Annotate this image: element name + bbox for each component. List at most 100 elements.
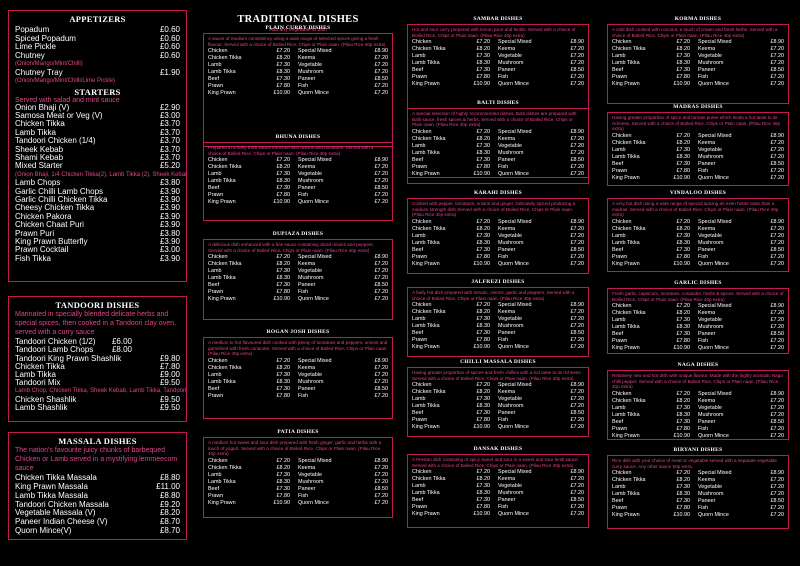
- item-name: Special Mixed: [697, 391, 732, 398]
- item-name: King Prawn: [412, 171, 440, 178]
- item-name: Lamb Tikka: [208, 275, 236, 282]
- curry-description: Hot and sour curry prepared with lemon j…: [412, 27, 576, 38]
- item-price: £7.30: [476, 233, 490, 240]
- item-price: £7.30: [476, 330, 490, 337]
- item-price: £7.20: [770, 491, 784, 498]
- item-price: £8.90: [374, 48, 388, 55]
- item-name: Beef: [208, 76, 220, 83]
- item-name: Chicken Tikka: [412, 476, 446, 483]
- curry-title: Vindaloo Dishes: [669, 190, 727, 196]
- item-name: Special Mixed: [497, 382, 532, 389]
- menu-item: Samosa Meat or Veg (V) £3.00: [15, 111, 180, 120]
- curry-price-grid: Chicken £7.20 Special Mixed £8.90 Chicken Ti…: [208, 254, 388, 303]
- item-name: Chicken Tikka: [412, 136, 446, 143]
- item-price: £7.20: [770, 433, 784, 440]
- item-name: Quorn Mince: [697, 175, 729, 182]
- curry-section: Fresh garlic, capsicum, tomatoes, corian…: [607, 288, 789, 354]
- item-price: £7.30: [676, 331, 690, 338]
- item-name: King Prawn: [612, 345, 640, 352]
- item-name: Lamb: [612, 405, 626, 412]
- item-price: £8.90: [770, 470, 784, 477]
- menu-item: Mixed Starter £5.20: [15, 161, 180, 170]
- item-price: £7.30: [676, 317, 690, 324]
- menu-item: Prawn Cocktail £3.00: [15, 245, 180, 254]
- item-price: £0.60: [159, 42, 180, 51]
- item-price: £7.20: [570, 254, 584, 261]
- item-name: Fish: [297, 393, 309, 400]
- curry-price-grid: Chicken £7.20 Special Mixed £8.90 Chicken Ti…: [208, 48, 388, 97]
- item-price: £8.30: [476, 150, 490, 157]
- massala-section: Massala Dishes The nation's favourite ju…: [8, 432, 187, 540]
- item-name: Vegetable: [697, 233, 722, 240]
- item-price: £7.20: [374, 171, 388, 178]
- item-name: Lamb Tikka: [15, 127, 56, 137]
- menu-item: Shami Kebab £3.70: [15, 153, 180, 162]
- item-name: King Prawn: [612, 512, 640, 519]
- item-price: £7.20: [276, 358, 290, 365]
- item-price: £7.30: [676, 498, 690, 505]
- menu-item: Quorn Mince(V) £8.70: [15, 526, 180, 536]
- item-price: £7.20: [276, 458, 290, 465]
- tandoori-list: Tandoori Chicken (1/2) £6.00 Tandoori Lamb…: [15, 338, 186, 412]
- item-price: £7.20: [770, 338, 784, 345]
- item-name: Quorn Mince: [297, 296, 329, 303]
- item-price: £7.30: [476, 410, 490, 417]
- item-name: Keema: [297, 365, 316, 372]
- item-name: Lamb Tikka: [612, 154, 640, 161]
- item-name: Beef: [208, 486, 220, 493]
- curry-price-grid: Chicken £7.20 Special Mixed £8.90 Chicken Ti…: [412, 302, 584, 351]
- curry-price-grid: Chicken £7.20 Special Mixed £8.90 Chicken Ti…: [612, 133, 784, 182]
- item-price: £7.20: [570, 323, 584, 330]
- item-name: Keema: [497, 46, 516, 53]
- item-price: £7.20: [374, 296, 388, 303]
- item-price: £7.20: [676, 391, 690, 398]
- item-name: (Onion/Mango/Mint/Chilli): [15, 61, 83, 67]
- curry-description: Having greater proportion of spices and …: [412, 370, 582, 381]
- massala-title: Massala Dishes: [58, 436, 137, 446]
- item-name: King Prawn: [612, 261, 640, 268]
- item-price: £8.90: [570, 219, 584, 226]
- item-price: £7.20: [770, 310, 784, 317]
- item-price: £10.90: [473, 344, 490, 351]
- item-price: £7.20: [770, 81, 784, 88]
- item-price: £7.30: [676, 247, 690, 254]
- curry-price-grid: Chicken £7.20 Special Mixed £8.90 Chicken Ti…: [612, 219, 784, 268]
- item-name: Beef: [412, 157, 424, 164]
- item-price: £7.20: [570, 74, 584, 81]
- item-name: Prawn: [412, 254, 428, 261]
- item-price: £7.20: [476, 469, 490, 476]
- item-price: £7.20: [570, 490, 584, 497]
- item-price: £7.20: [570, 53, 584, 60]
- starters-title: Starters: [74, 86, 121, 97]
- menu-item: King Prawn Butterfly £3.90: [15, 237, 180, 246]
- item-price: £8.50: [374, 386, 388, 393]
- menu-item: Tandoori Chicken (1/4) £3.70: [15, 136, 180, 145]
- item-name: Chicken Shashlik: [15, 394, 77, 404]
- item-name: Chicken Chaat Puri: [15, 220, 84, 230]
- item-price: £8.20: [276, 261, 290, 268]
- item-name: Chicken: [412, 39, 432, 46]
- curry-section: A very hot dish using a wide range of sp…: [607, 198, 789, 272]
- appetizers-starters-section: Appetizers Popadum £0.60 Spiced Popadum £0.…: [8, 10, 187, 282]
- item-price: £8.90: [374, 254, 388, 261]
- item-name: Quorn Mince: [697, 261, 729, 268]
- item-price: £8.90: [570, 39, 584, 46]
- item-name: Lamb Tikka: [612, 412, 640, 419]
- item-price: £8.90: [770, 219, 784, 226]
- item-price: £7.20: [570, 136, 584, 143]
- item-price: £7.20: [570, 483, 584, 490]
- item-name: Beef: [412, 497, 424, 504]
- item-price: £8.20: [676, 46, 690, 53]
- item-price: £1.90: [159, 67, 180, 77]
- traditional-subtitle: Add any vegetable to dish: [269, 27, 327, 33]
- curry-description: A medium hot sweet and sour dish prepare…: [208, 440, 382, 457]
- item-price: £7.20: [570, 81, 584, 88]
- item-price: £7.20: [676, 133, 690, 140]
- item-name: Chicken Tikka Massala: [15, 473, 97, 483]
- item-name: Chicken Tikka: [412, 46, 446, 53]
- item-name: Special Mixed: [697, 303, 732, 310]
- item-name: King Prawn Butterfly: [15, 237, 88, 246]
- curry-section: A medium hot sweet and sour dish prepare…: [203, 437, 393, 518]
- item-price: £7.20: [770, 175, 784, 182]
- item-name: Tandoori King Prawn Shashlik: [15, 353, 122, 363]
